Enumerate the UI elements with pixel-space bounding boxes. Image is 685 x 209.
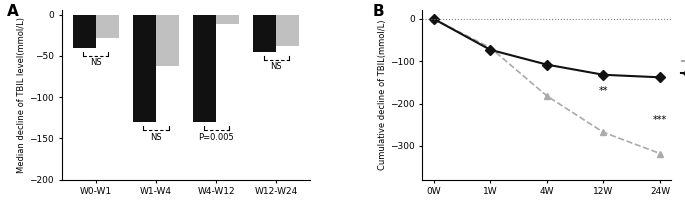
Y-axis label: Cumulative decline of TBIL(mmol/L): Cumulative decline of TBIL(mmol/L) (378, 20, 387, 170)
Text: P=0.005: P=0.005 (198, 133, 234, 142)
Text: B: B (373, 4, 384, 19)
Legend: Group B, Group D: Group B, Group D (445, 57, 499, 78)
Text: ***: *** (653, 115, 667, 125)
Bar (276, 15, 299, 46)
Bar (73, 15, 96, 48)
Legend: Group B, Group D: Group B, Group D (681, 57, 685, 78)
Bar (253, 15, 276, 52)
Text: NS: NS (90, 58, 101, 67)
Text: A: A (7, 4, 18, 19)
Bar (216, 15, 239, 24)
Bar (156, 15, 179, 66)
Text: NS: NS (150, 133, 162, 142)
Text: **: ** (599, 86, 608, 96)
Bar (193, 15, 216, 122)
Y-axis label: Median decline of TBIL level(mmol/L): Median decline of TBIL level(mmol/L) (18, 17, 27, 173)
Bar (96, 15, 119, 38)
Text: NS: NS (271, 62, 282, 71)
Bar (133, 15, 156, 122)
